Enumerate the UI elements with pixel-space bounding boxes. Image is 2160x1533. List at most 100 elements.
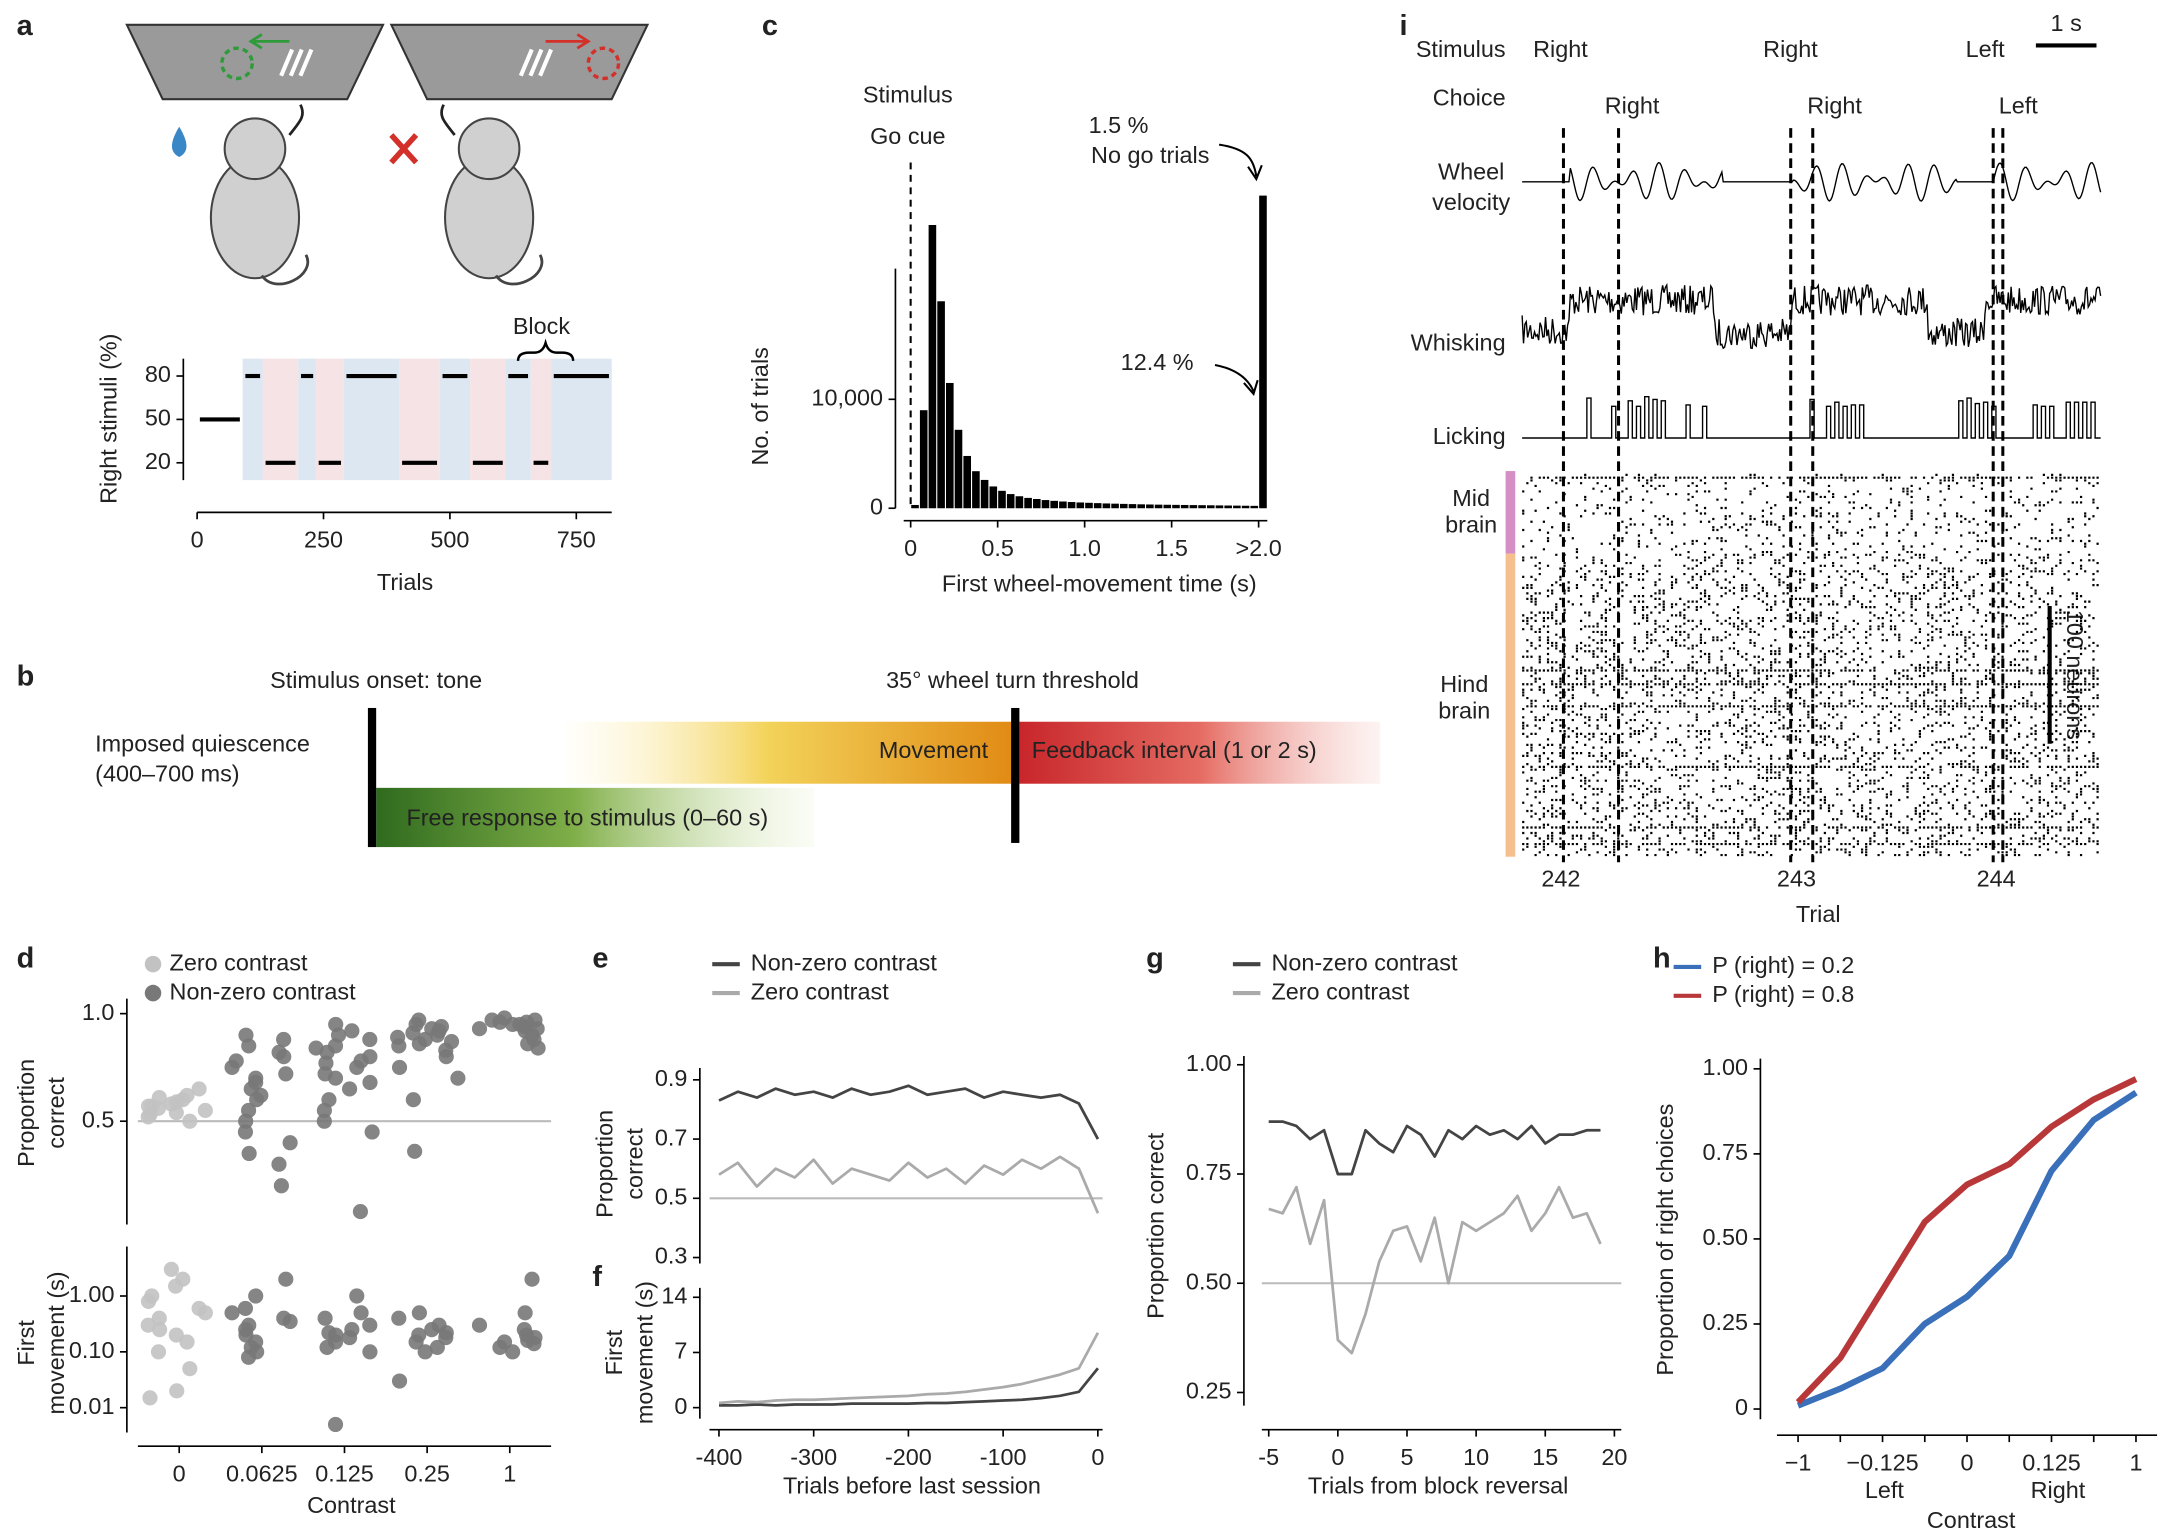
bar (1032, 498, 1041, 509)
wheel-trace (1522, 161, 2102, 202)
bar (1163, 504, 1172, 509)
x-axis-label: Contrast (307, 1492, 396, 1518)
block-shade (262, 358, 299, 481)
bar (1085, 502, 1093, 509)
point (316, 1102, 332, 1119)
y-tick-label: 0.50 (1186, 1268, 1232, 1294)
panel-letter: c (762, 10, 778, 42)
legend-label: P (right) = 0.2 (1712, 952, 1854, 978)
x-tick-label: −0.125 (1846, 1449, 1918, 1475)
y-tick-label: 0.5 (82, 1106, 115, 1132)
series-line (718, 1367, 1099, 1407)
point (191, 1300, 207, 1316)
y-tick-label: 0.5 (655, 1183, 688, 1209)
panel-letter: b (17, 660, 35, 692)
x-tick-label: -400 (696, 1444, 743, 1470)
x-axis-label: Trials (377, 569, 433, 595)
legend-label: Zero contrast (1271, 978, 1409, 1004)
y-tick-label: 0.25 (1186, 1378, 1232, 1404)
x-tick-label: 1 (2129, 1449, 2142, 1475)
block-shade (505, 358, 531, 481)
point (224, 1305, 240, 1321)
point (140, 1098, 157, 1114)
bar (1050, 500, 1058, 509)
x-tick-label: −1 (1785, 1449, 1812, 1475)
block-shade (470, 358, 506, 481)
panel-letter: d (17, 943, 35, 975)
block-shade (551, 358, 612, 481)
row-label: brain (1445, 511, 1497, 537)
y-tick-label: 1.00 (1186, 1050, 1232, 1076)
point (327, 1070, 344, 1086)
point (342, 1330, 358, 1346)
point (364, 1124, 380, 1140)
recording-panel: Stimulus Choice Right Right Left Right R… (1411, 10, 2102, 927)
point (168, 1327, 184, 1343)
point (352, 1203, 368, 1220)
x-tick-label: 0 (1091, 1444, 1104, 1470)
point (182, 1361, 198, 1377)
panel-letter: h (1653, 943, 1671, 975)
choice-label: Right (1605, 93, 1660, 119)
bar (1215, 505, 1224, 509)
bar (919, 410, 928, 509)
y-tick-label: 0.25 (1702, 1309, 1748, 1335)
point (238, 1322, 254, 1338)
point (438, 1049, 454, 1065)
block-shade (315, 358, 344, 481)
x-axis-label: First wheel-movement time (s) (942, 571, 1257, 597)
y-tick-label: 1.0 (82, 999, 115, 1025)
x-tick-label: -200 (885, 1444, 932, 1470)
x-tick-label: 10 (1463, 1444, 1489, 1470)
scale-label: 1 s (2051, 10, 2082, 36)
y-tick-label: 0.3 (655, 1243, 688, 1269)
point (391, 1373, 408, 1389)
row-label: Mid (1452, 485, 1490, 511)
point (179, 1334, 195, 1350)
y-axis-label: Proportion of right choices (1652, 1104, 1678, 1376)
x-tick-label: 750 (557, 526, 596, 552)
legend-label: Non-zero contrast (1271, 949, 1458, 975)
stimulus-label: Right (1763, 36, 1818, 62)
bar (1111, 503, 1119, 509)
point (505, 1344, 521, 1360)
y-tick-label: 0 (870, 493, 883, 519)
x-tick-label: 1.5 (1155, 535, 1188, 561)
bar (1067, 502, 1076, 509)
point (429, 1339, 445, 1355)
point (362, 1031, 378, 1048)
point (353, 1305, 369, 1321)
bar (1206, 505, 1215, 509)
point (433, 1018, 450, 1035)
bar (1024, 497, 1032, 509)
point (169, 1383, 185, 1399)
x-tick-label: 250 (304, 526, 343, 552)
bar (1198, 505, 1206, 509)
point (278, 1066, 294, 1082)
bar (1241, 505, 1250, 509)
x-tick-label: 0 (173, 1460, 186, 1486)
stimulus-label: Left (1966, 36, 2006, 62)
x-tick-label: 20 (1601, 1444, 1627, 1470)
x-tick-label: 1.0 (1068, 535, 1101, 561)
block-shade (242, 358, 263, 481)
point (417, 1344, 433, 1360)
annotation: Block (513, 313, 571, 339)
annotation: Right (2031, 1477, 2086, 1503)
bar (1233, 505, 1241, 509)
point (438, 1325, 454, 1341)
x-axis-label: Contrast (1927, 1507, 2016, 1533)
label: Movement (879, 737, 989, 763)
y-axis-label: No. of trials (747, 347, 773, 465)
point (362, 1074, 378, 1091)
series-line (718, 1155, 1100, 1214)
y-axis-label: Proportion correct (1142, 1132, 1168, 1319)
point (344, 1023, 360, 1039)
y-tick-label: 14 (661, 1282, 687, 1308)
bar (1076, 502, 1085, 509)
point (408, 1334, 424, 1350)
bar (1093, 503, 1102, 509)
series-line (1268, 1120, 1601, 1176)
point (182, 1113, 198, 1129)
whisking-trace (1521, 282, 2102, 350)
